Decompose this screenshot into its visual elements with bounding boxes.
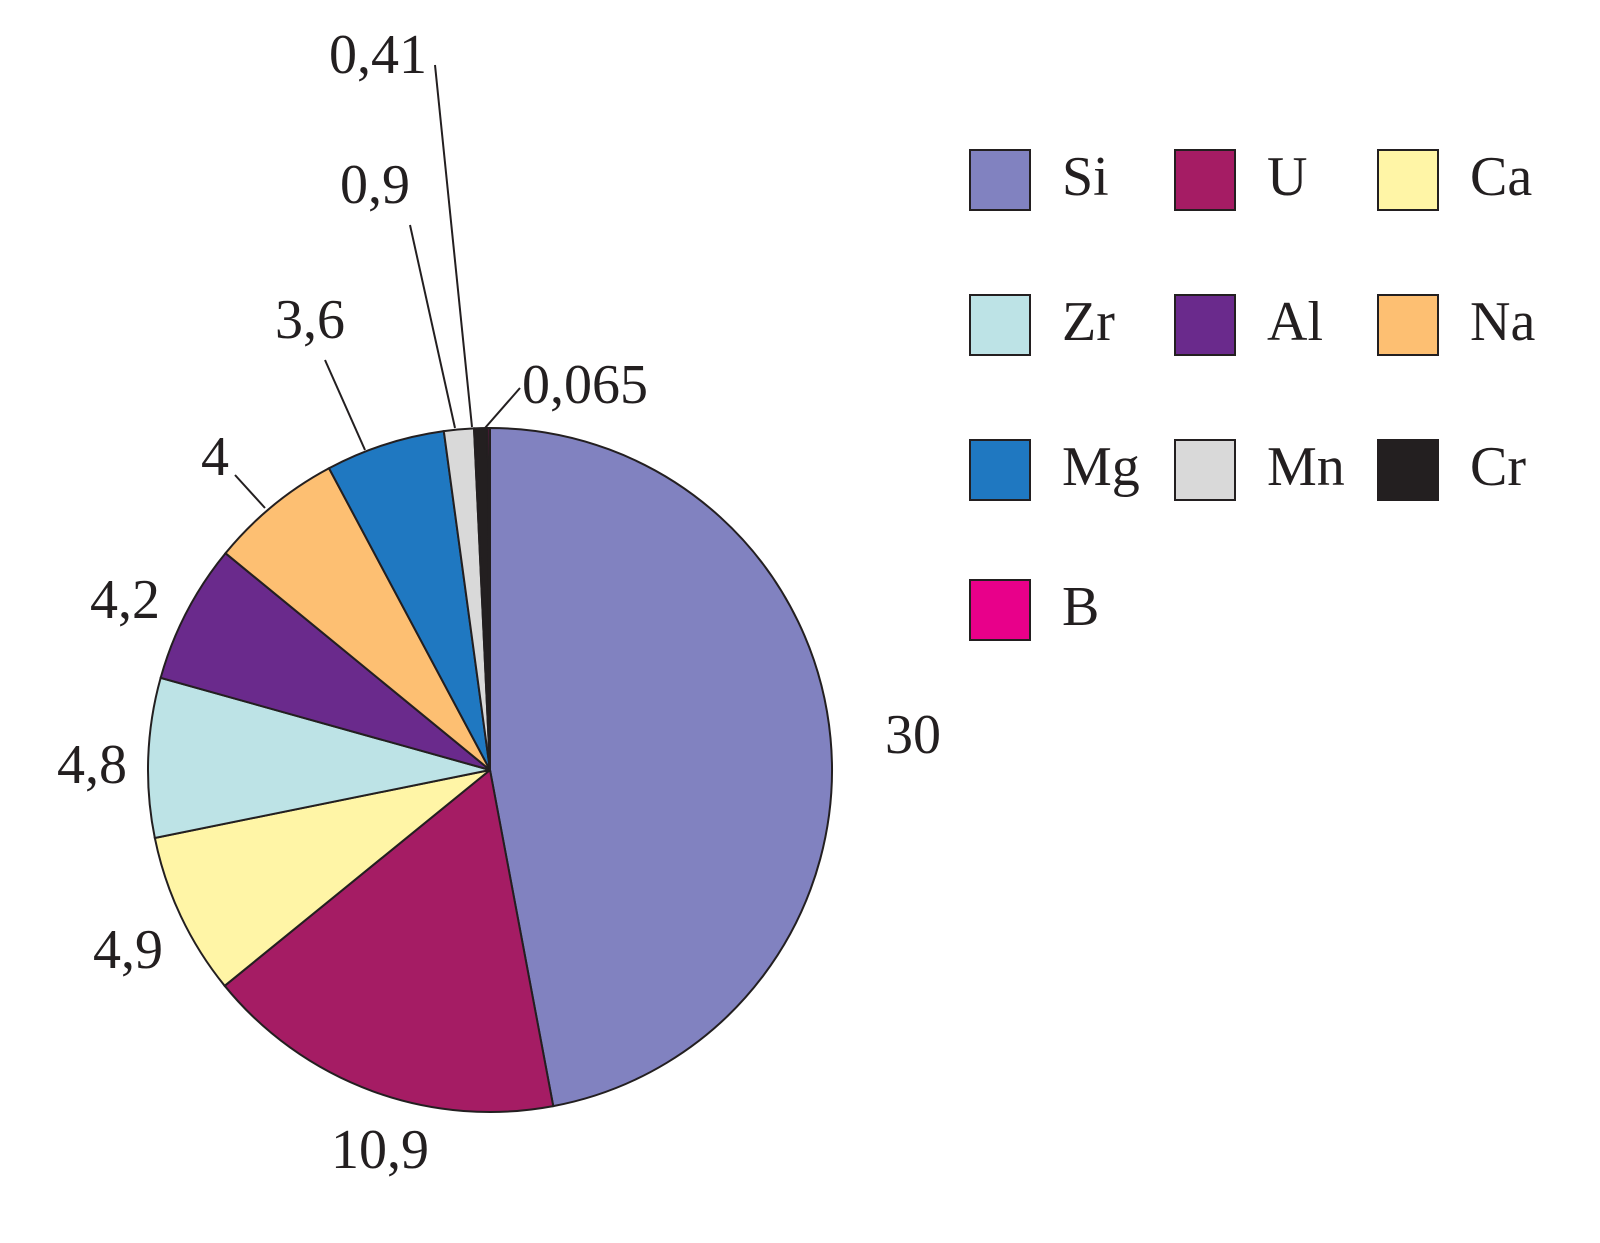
legend-label: Al: [1267, 291, 1323, 353]
legend-label: Mg: [1062, 436, 1140, 498]
pie-slice: [224, 466, 491, 771]
data-label: 4: [201, 426, 229, 488]
pie-slice: [489, 426, 833, 1108]
pie-slice: [147, 676, 491, 840]
legend-swatch: [1174, 149, 1236, 211]
data-label: 30: [885, 704, 941, 766]
pie-slice: [486, 426, 491, 771]
legend-swatch: [1377, 294, 1439, 356]
legend-swatch: [969, 579, 1031, 641]
legend-label: Ca: [1470, 146, 1532, 208]
leader-line: [409, 224, 456, 429]
legend-label: Cr: [1470, 436, 1526, 498]
leader-line: [234, 474, 266, 509]
pie-slice: [223, 768, 555, 1113]
leader-line: [324, 359, 366, 451]
leader-line: [484, 387, 521, 429]
legend-swatch: [1174, 294, 1236, 356]
data-label: 3,6: [275, 289, 345, 351]
legend-label: Si: [1062, 146, 1109, 208]
data-label: 0,9: [340, 154, 410, 216]
legend-label: Zr: [1062, 291, 1115, 353]
legend-swatch: [969, 149, 1031, 211]
data-label: 4,8: [57, 734, 127, 796]
data-label: 4,9: [93, 919, 163, 981]
legend-swatch: [1377, 439, 1439, 501]
legend-label: Na: [1470, 291, 1535, 353]
pie-slice: [159, 551, 491, 771]
data-label: 0,41: [329, 24, 427, 86]
legend-swatch: [969, 294, 1031, 356]
legend-label: B: [1062, 576, 1099, 638]
legend-label: Mn: [1267, 436, 1345, 498]
legend-swatch: [1377, 149, 1439, 211]
data-label: 0,065: [522, 354, 648, 416]
legend-swatch: [969, 439, 1031, 501]
leader-line: [434, 64, 473, 428]
legend-label: U: [1267, 146, 1307, 208]
legend-swatch: [1174, 439, 1236, 501]
data-label: 4,2: [90, 569, 160, 631]
pie-slice: [153, 769, 491, 988]
data-label: 10,9: [331, 1119, 429, 1181]
